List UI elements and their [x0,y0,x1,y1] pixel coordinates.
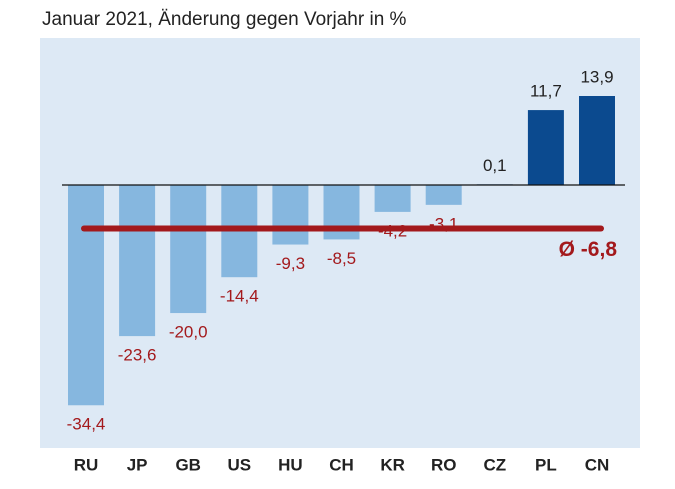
bar [374,185,411,212]
value-label: -8,5 [327,249,356,268]
average-label: Ø -6,8 [559,238,618,261]
bar [425,185,462,205]
x-tick-label: US [227,455,251,474]
x-tick-label: GB [175,455,201,474]
x-tick-label: JP [127,455,148,474]
value-label: -20,0 [169,323,208,342]
bar [579,96,615,185]
value-label: 13,9 [580,67,613,86]
value-label: 0,1 [483,156,507,175]
bar [119,185,156,337]
x-tick-label: PL [535,455,557,474]
value-label: -23,6 [118,346,157,365]
bar [170,185,207,314]
value-label: -14,4 [220,287,259,306]
x-tick-label: CZ [483,455,506,474]
value-label: -34,4 [67,415,106,434]
x-tick-label: RO [431,455,457,474]
x-tick-label: RU [74,455,99,474]
x-tick-label: HU [278,455,303,474]
bar [68,185,104,406]
x-tick-label: CH [329,455,354,474]
bar [527,110,564,185]
x-tick-label: KR [380,455,405,474]
chart-title: Januar 2021, Änderung gegen Vorjahr in % [42,9,407,30]
value-label: 11,7 [530,82,562,101]
x-tick-label: CN [585,455,610,474]
value-label: -9,3 [276,254,305,273]
bar [272,185,309,245]
